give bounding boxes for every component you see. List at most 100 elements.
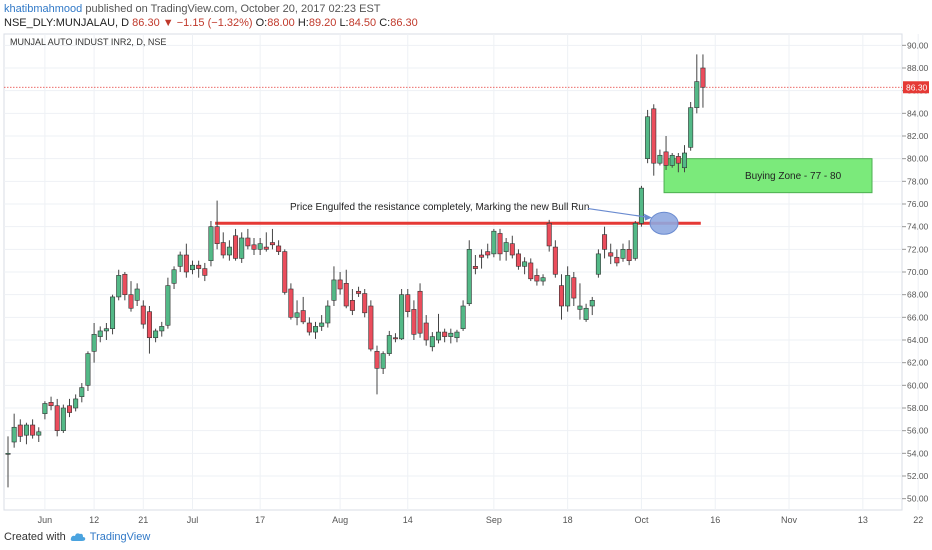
candle-body[interactable] — [183, 254, 189, 273]
candle-body[interactable] — [288, 288, 294, 318]
candle-body[interactable] — [343, 283, 349, 307]
candle-body[interactable] — [429, 336, 435, 348]
candle-body[interactable] — [657, 154, 663, 164]
candle-body[interactable] — [534, 275, 540, 282]
candle-body[interactable] — [688, 107, 694, 148]
candle-body[interactable] — [233, 235, 239, 259]
candle-body[interactable] — [208, 226, 214, 261]
candle-body[interactable] — [392, 337, 398, 340]
candle-body[interactable] — [466, 249, 472, 305]
candle-body[interactable] — [528, 262, 534, 280]
candle-body[interactable] — [239, 237, 245, 259]
candle-body[interactable] — [454, 331, 460, 339]
candle-body[interactable] — [638, 187, 644, 224]
candle-body[interactable] — [583, 307, 589, 320]
candle-body[interactable] — [552, 246, 558, 275]
candle-body[interactable] — [116, 275, 122, 298]
candle-body[interactable] — [331, 279, 337, 301]
price-chart[interactable]: Jun 12 21 Jul 17 Aug 14 Sep 18 Oct 16 Nov 13 22 50.00 5… — [0, 32, 932, 528]
candle-body[interactable] — [417, 290, 423, 334]
candle-body[interactable] — [380, 353, 386, 369]
candle-body[interactable] — [48, 402, 54, 407]
candle-body[interactable] — [675, 156, 681, 164]
candle-body[interactable] — [558, 285, 564, 307]
candle-body[interactable] — [11, 426, 17, 443]
candle-body[interactable] — [294, 312, 300, 318]
candle-body[interactable] — [97, 330, 103, 337]
candle-body[interactable] — [337, 279, 343, 290]
candle-body[interactable] — [319, 322, 325, 327]
candle-body[interactable] — [700, 67, 706, 88]
candle-body[interactable] — [306, 322, 312, 333]
candle-body[interactable] — [423, 322, 429, 341]
candle-body[interactable] — [448, 332, 454, 337]
candle-body[interactable] — [146, 311, 152, 339]
candle-body[interactable] — [220, 242, 226, 256]
candle-body[interactable] — [73, 398, 79, 409]
candle-body[interactable] — [503, 242, 509, 252]
candle-body[interactable] — [263, 246, 269, 250]
candle-body[interactable] — [472, 266, 478, 269]
candle-body[interactable] — [54, 405, 60, 431]
candle-body[interactable] — [405, 294, 411, 312]
candle-body[interactable] — [571, 277, 577, 299]
candle-body[interactable] — [349, 300, 355, 311]
candle-body[interactable] — [681, 152, 687, 169]
candle-body[interactable] — [442, 331, 448, 337]
candle-body[interactable] — [509, 243, 515, 256]
candle-body[interactable] — [276, 245, 282, 252]
candle-body[interactable] — [614, 256, 620, 264]
candle-body[interactable] — [282, 251, 288, 293]
candle-body[interactable] — [497, 233, 503, 255]
candle-body[interactable] — [577, 305, 583, 310]
candle-body[interactable] — [42, 403, 48, 414]
candle-body[interactable] — [694, 81, 700, 108]
candle-body[interactable] — [85, 353, 91, 386]
candle-body[interactable] — [325, 305, 331, 324]
candle-body[interactable] — [67, 405, 73, 413]
candle-body[interactable] — [368, 305, 374, 350]
candle-body[interactable] — [159, 326, 165, 332]
candle-body[interactable] — [632, 222, 638, 259]
author-link[interactable]: khatibmahmood — [4, 3, 83, 15]
candle-body[interactable] — [30, 424, 36, 436]
candle-body[interactable] — [103, 328, 109, 332]
candle-body[interactable] — [251, 244, 257, 250]
candle-body[interactable] — [620, 249, 626, 259]
candle-body[interactable] — [134, 288, 140, 301]
candle-body[interactable] — [485, 251, 491, 256]
candle-body[interactable] — [128, 294, 134, 309]
candle-body[interactable] — [165, 285, 171, 326]
candle-body[interactable] — [522, 261, 528, 267]
candle-body[interactable] — [190, 264, 196, 271]
candle-body[interactable] — [91, 334, 97, 352]
candle-body[interactable] — [663, 151, 669, 166]
candle-body[interactable] — [5, 453, 11, 455]
candle-body[interactable] — [245, 237, 251, 247]
candle-body[interactable] — [491, 230, 497, 255]
candle-body[interactable] — [140, 305, 146, 325]
candle-body[interactable] — [122, 273, 128, 295]
candle-body[interactable] — [177, 254, 183, 267]
candle-body[interactable] — [214, 226, 220, 244]
candle-body[interactable] — [374, 351, 380, 369]
candle-body[interactable] — [202, 268, 208, 276]
candle-body[interactable] — [540, 277, 546, 282]
candle-body[interactable] — [171, 269, 177, 284]
candle-body[interactable] — [60, 407, 66, 431]
candle-body[interactable] — [651, 108, 657, 164]
candle-body[interactable] — [226, 246, 232, 256]
candle-body[interactable] — [257, 243, 263, 250]
candle-body[interactable] — [460, 305, 466, 329]
candle-body[interactable] — [546, 222, 552, 247]
candle-body[interactable] — [17, 424, 23, 437]
candle-body[interactable] — [411, 309, 417, 335]
candle-body[interactable] — [399, 294, 405, 340]
candle-body[interactable] — [435, 331, 441, 341]
candle-body[interactable] — [79, 387, 85, 397]
candle-body[interactable] — [300, 310, 306, 323]
candle-body[interactable] — [196, 264, 202, 269]
candle-body[interactable] — [645, 116, 651, 159]
candle-body[interactable] — [515, 253, 521, 267]
candle-body[interactable] — [669, 154, 675, 166]
